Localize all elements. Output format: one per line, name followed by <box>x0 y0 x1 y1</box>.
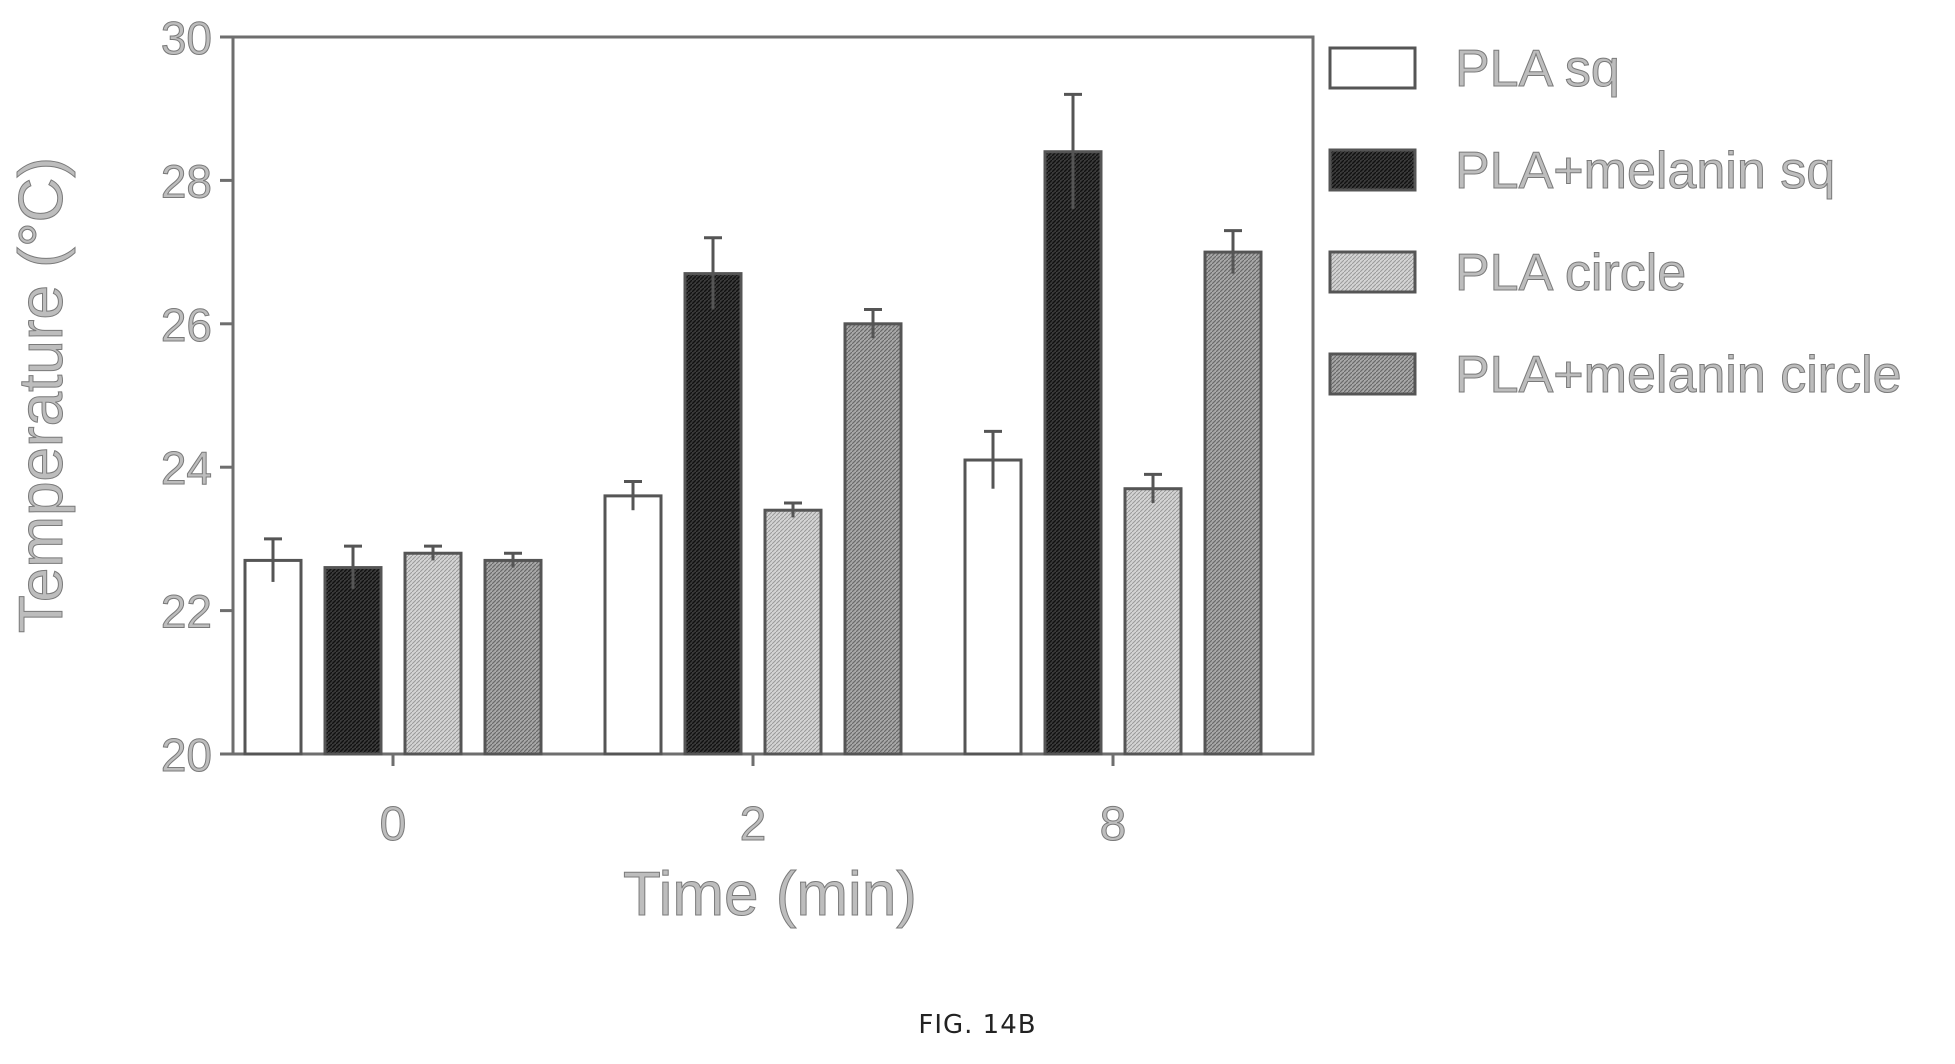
bar-pla-melanin-sq-t0 <box>323 566 383 756</box>
legend-swatch <box>1328 148 1417 192</box>
bar-pla-sq-t0 <box>243 558 303 756</box>
bar-pla-circle-t8 <box>1123 487 1183 756</box>
legend-label: PLA circle <box>1455 244 1686 302</box>
bar-pla-sq-t8 <box>963 458 1023 756</box>
bars <box>243 92 1263 756</box>
y-axis-label: Temperature (°C) <box>7 157 76 633</box>
legend-swatch <box>1328 352 1417 396</box>
legend-label: PLA+melanin sq <box>1455 142 1835 200</box>
x-tick-label: 0 <box>380 798 407 851</box>
bar-pla-melanin-circle-t0 <box>483 558 543 756</box>
y-tick-label: 22 <box>161 586 212 638</box>
x-axis: 0 2 8 <box>379 754 1127 852</box>
bar-pla-circle-t2 <box>763 508 823 756</box>
bar-pla-melanin-circle-t2 <box>843 322 903 756</box>
bar-pla-circle-t0 <box>403 551 463 756</box>
bar-pla-sq-t2 <box>603 494 663 756</box>
y-axis: 20 22 24 26 28 30 <box>160 12 233 782</box>
figure-caption: FIG. 14B <box>918 1010 1037 1040</box>
legend-swatch <box>1328 46 1417 90</box>
bar-pla-melanin-sq-t8 <box>1043 150 1103 756</box>
x-tick-label: 2 <box>740 798 767 851</box>
y-tick-label: 30 <box>161 12 212 64</box>
bar-pla-melanin-circle-t8 <box>1203 250 1263 756</box>
legend-label: PLA sq <box>1455 40 1620 98</box>
legend: PLA sq PLA+melanin sq PLA circle PLA+melani… <box>1328 40 1902 405</box>
y-tick-label: 28 <box>161 155 212 207</box>
x-axis-label: Time (min) <box>623 860 917 929</box>
legend-label: PLA+melanin circle <box>1455 346 1902 404</box>
bar-pla-melanin-sq-t2 <box>683 272 743 756</box>
legend-swatch <box>1328 250 1417 294</box>
y-tick-label: 24 <box>161 442 212 494</box>
x-tick-label: 8 <box>1100 798 1127 851</box>
y-tick-label: 20 <box>161 729 212 781</box>
y-tick-label: 26 <box>161 299 212 351</box>
